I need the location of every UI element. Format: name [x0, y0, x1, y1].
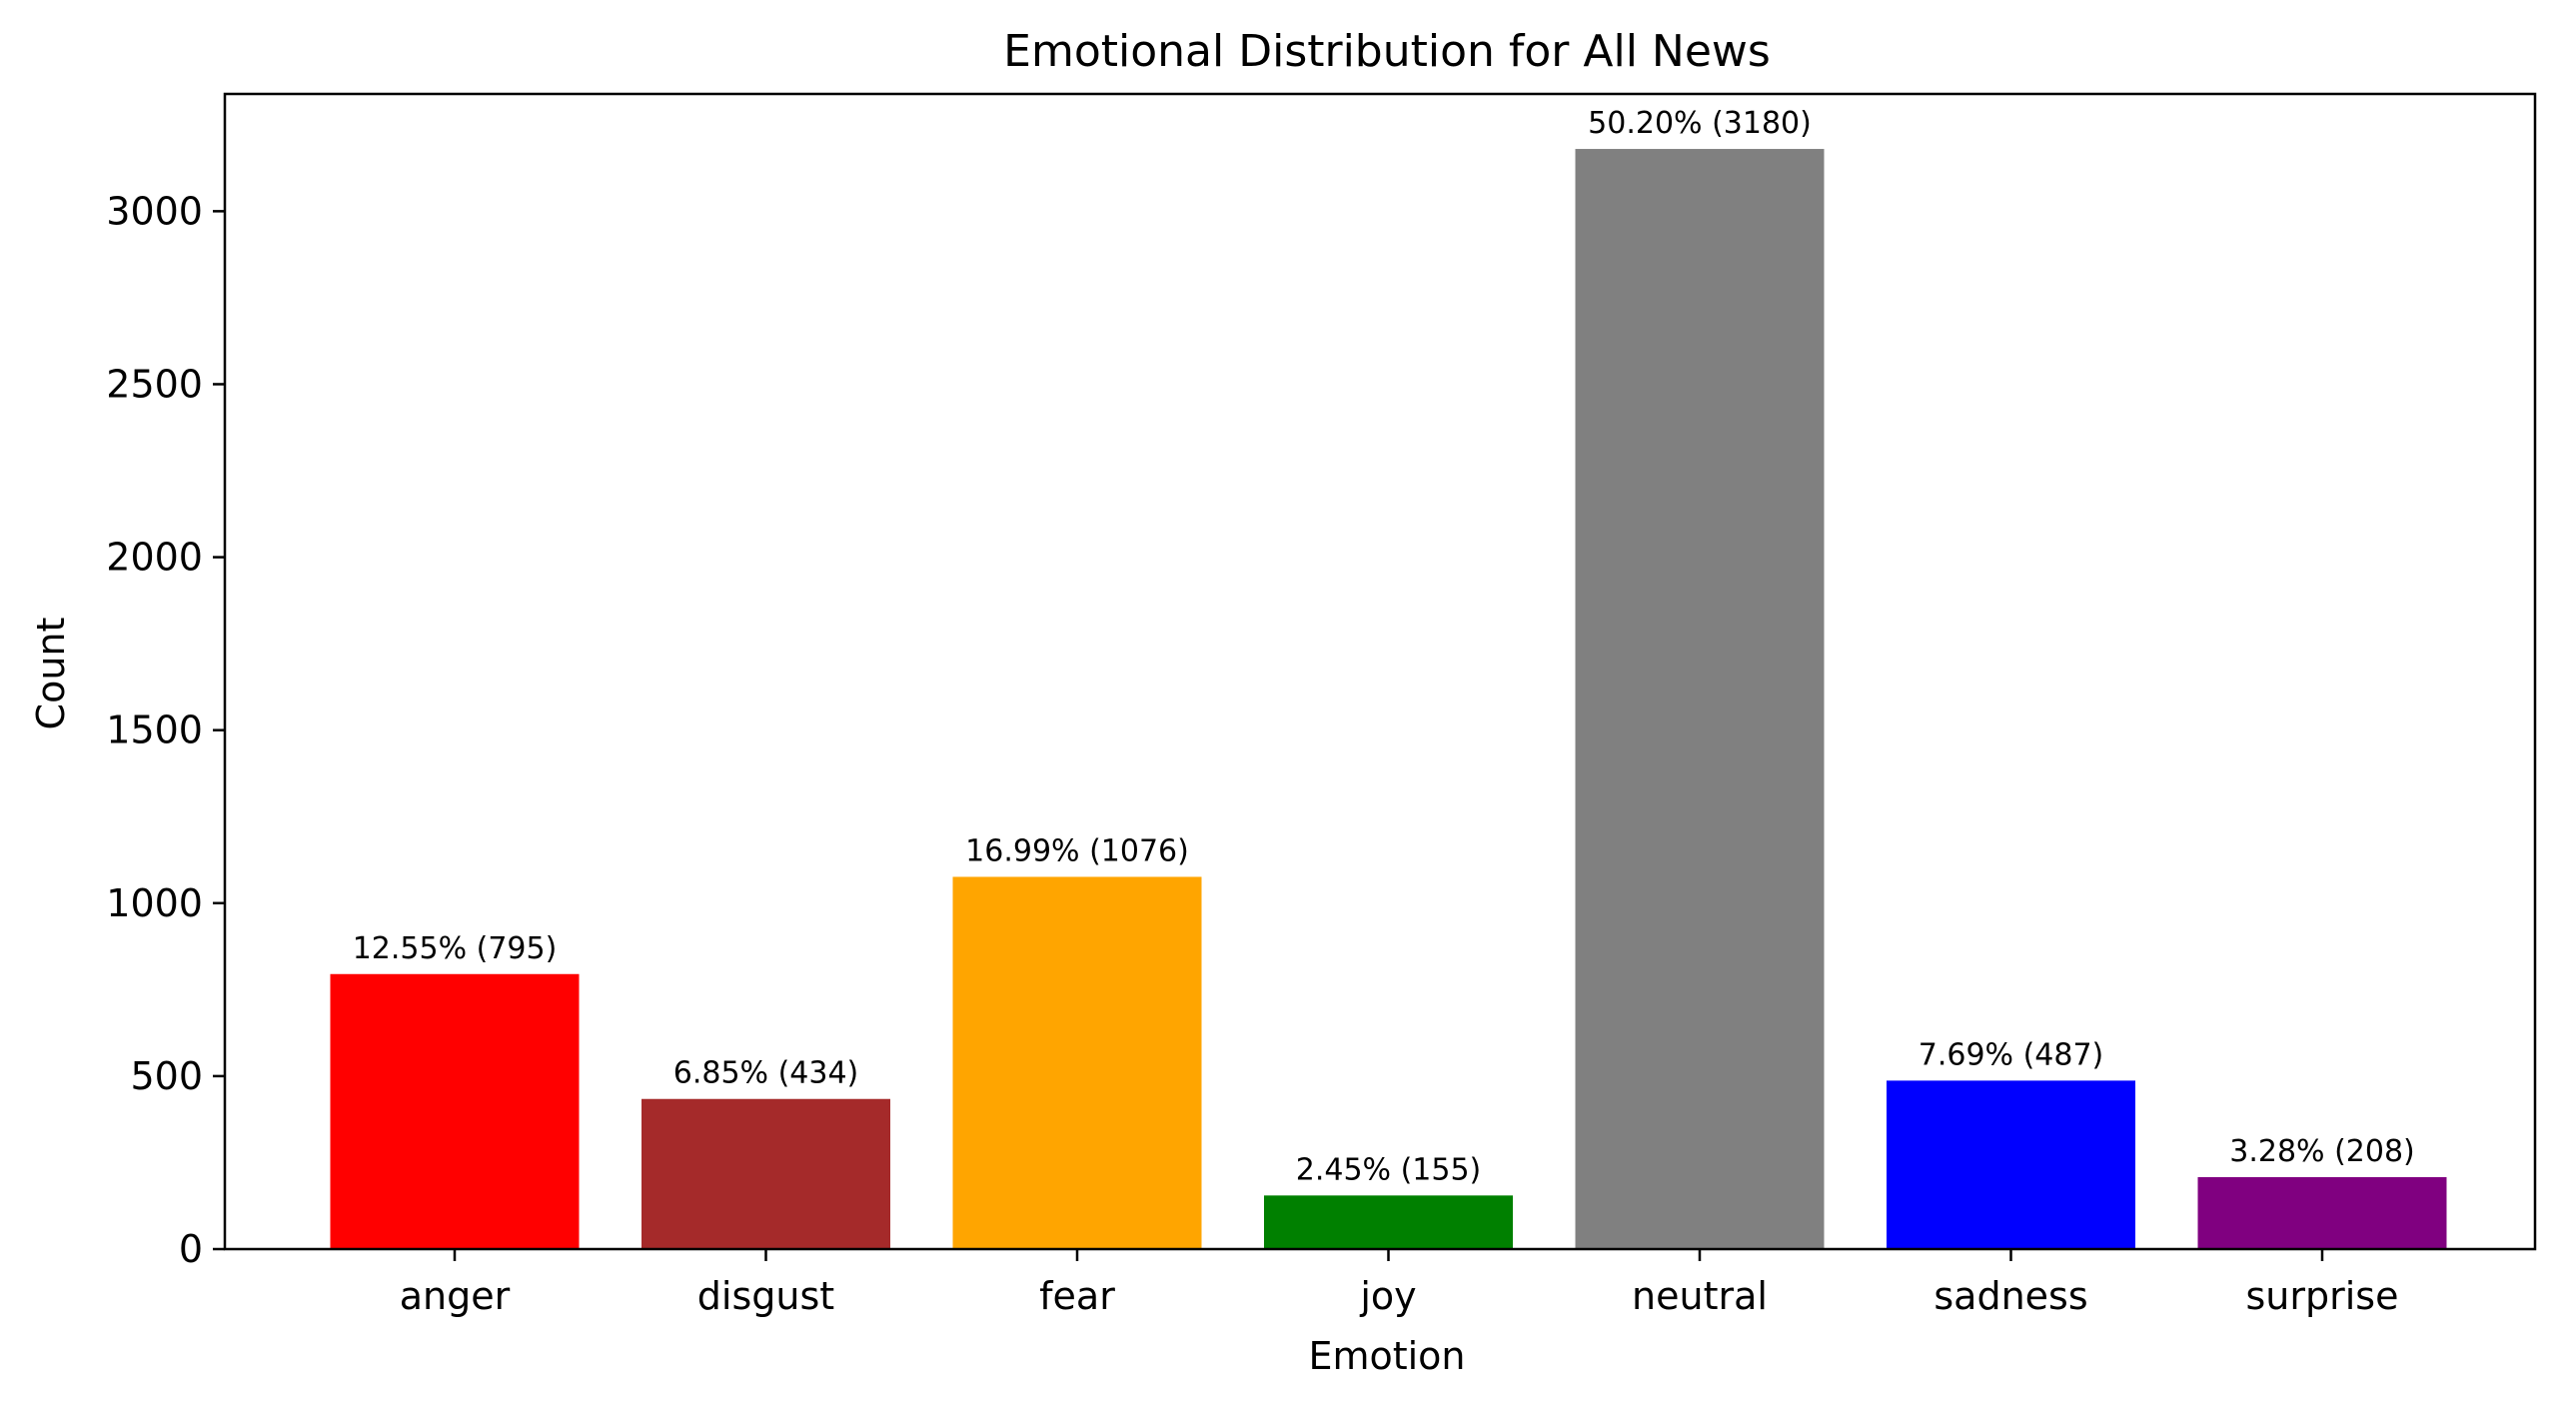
y-tick-label: 3000: [106, 189, 203, 233]
plot-frame: [223, 92, 2537, 1251]
x-tick-label-joy: joy: [1359, 1274, 1416, 1318]
bar-anger: [330, 973, 580, 1249]
data-label-surprise: 3.28% (208): [2229, 1134, 2415, 1169]
bar-joy: [1264, 1195, 1513, 1249]
y-axis-label: Count: [29, 618, 73, 730]
data-label-disgust: 6.85% (434): [673, 1056, 859, 1091]
x-tick-label-anger: anger: [400, 1274, 511, 1318]
x-tick-label-fear: fear: [1039, 1274, 1115, 1318]
bar-disgust: [642, 1098, 890, 1249]
y-tick-label: 1500: [106, 708, 203, 752]
x-tick-label-surprise: surprise: [2246, 1274, 2399, 1318]
bars-layer: [330, 149, 2447, 1250]
data-label-sadness: 7.69% (487): [1919, 1037, 2104, 1072]
x-tick-label-sadness: sadness: [1933, 1274, 2087, 1318]
bar-neutral: [1575, 149, 1825, 1250]
y-tick-label: 1000: [106, 881, 203, 925]
y-tick-label: 2500: [106, 362, 203, 406]
y-tick-label: 0: [179, 1227, 203, 1271]
x-axis: anger disgust fear joy neutral sadness surpris…: [400, 1249, 2399, 1318]
data-label-anger: 12.55% (795): [353, 931, 558, 966]
y-tick-label: 2000: [106, 536, 203, 580]
bar-surprise: [2197, 1176, 2447, 1249]
data-labels-layer: 12.55% (795) 6.85% (434) 16.99% (1076) 2.45…: [353, 106, 2415, 1187]
data-label-neutral: 50.20% (3180): [1588, 106, 1812, 141]
chart-title: Emotional Distribution for All News: [1003, 26, 1771, 77]
data-label-fear: 16.99% (1076): [965, 833, 1189, 868]
y-tick-label: 500: [130, 1054, 203, 1098]
bar-sadness: [1887, 1080, 2135, 1249]
x-axis-label: Emotion: [1308, 1334, 1465, 1378]
y-axis: 0 500 1000 1500 2000 2500 3000: [106, 189, 225, 1271]
data-label-joy: 2.45% (155): [1296, 1152, 1482, 1187]
x-tick-label-disgust: disgust: [697, 1274, 834, 1318]
bar-fear: [952, 876, 1202, 1249]
x-tick-label-neutral: neutral: [1632, 1274, 1768, 1318]
